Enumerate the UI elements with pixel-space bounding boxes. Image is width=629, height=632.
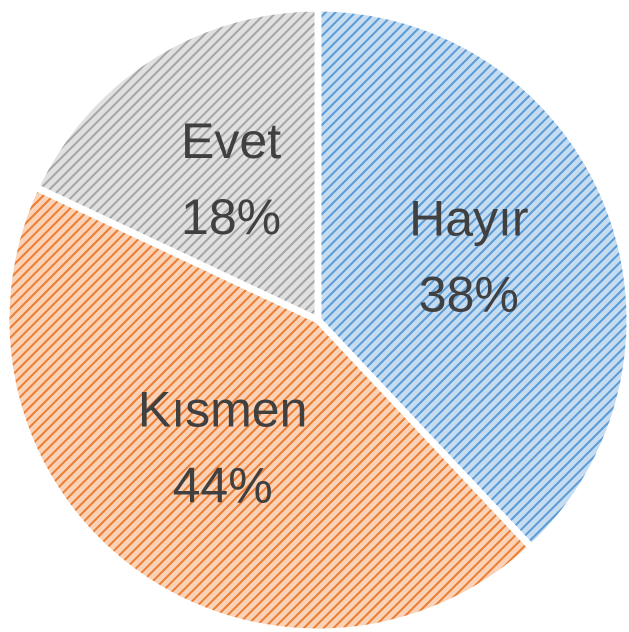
pie-slice <box>2 182 537 632</box>
pie-slice <box>314 4 629 553</box>
slice-value-label: 18% <box>181 189 281 245</box>
slice-value-label: 38% <box>419 266 519 322</box>
slice-value-label: 44% <box>173 457 273 513</box>
slice-category-label: Evet <box>181 113 281 169</box>
pie-slice <box>31 4 322 326</box>
slice-category-label: Kısmen <box>138 381 308 437</box>
slice-category-label: Hayır <box>409 190 528 246</box>
